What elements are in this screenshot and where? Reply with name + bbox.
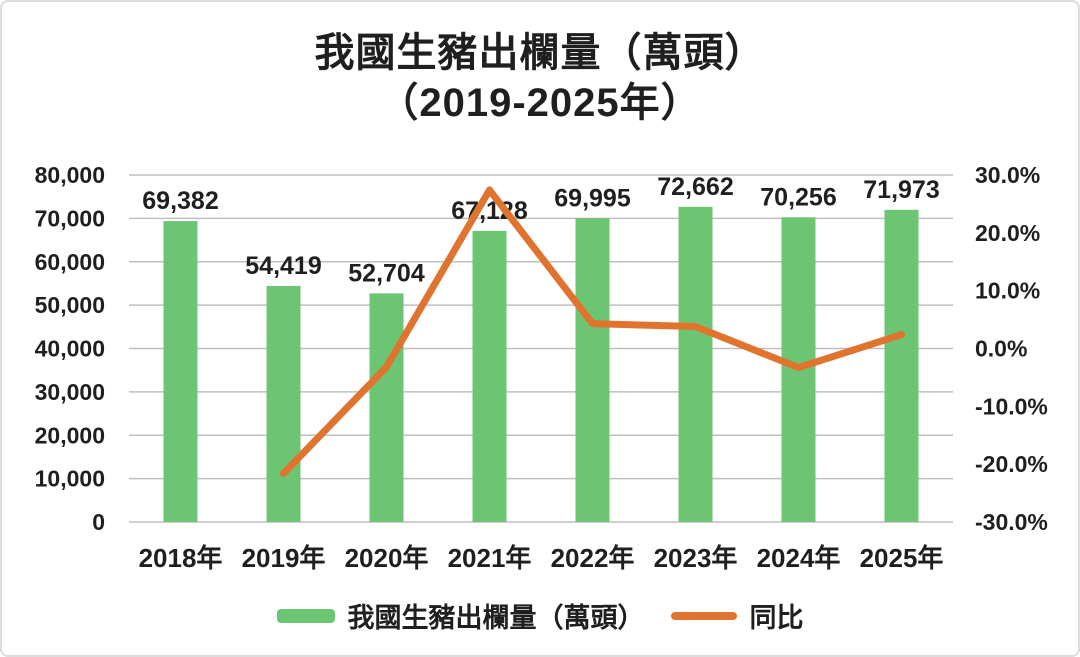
bar-data-label: 69,382 — [142, 187, 218, 215]
x-axis-category-label: 2025年 — [860, 543, 944, 573]
bar-series-swatch — [276, 608, 335, 623]
chart-title: 我國生豬出欄量（萬頭） （2019-2025年） — [2, 28, 1078, 128]
bar-2025年 — [884, 209, 919, 522]
chart-title-line1: 我國生豬出欄量（萬頭） — [314, 31, 766, 75]
bar-2021年 — [472, 230, 507, 522]
x-axis-category-label: 2023年 — [654, 543, 738, 573]
yoy-line-series — [280, 186, 905, 477]
x-axis-category-label: 2020年 — [345, 543, 429, 573]
x-axis-category-label: 2024年 — [757, 543, 841, 573]
right-axis-tick-label: -10.0% — [975, 393, 1048, 419]
bar-2018年 — [163, 221, 198, 522]
left-axis-tick-label: 10,000 — [35, 466, 105, 492]
bar-data-label: 54,419 — [245, 252, 321, 280]
line-series-legend-label: 同比 — [749, 603, 804, 633]
chart-title-line2: （2019-2025年） — [378, 81, 702, 125]
left-axis-tick-label: 30,000 — [35, 379, 105, 405]
right-axis-tick-label: 20.0% — [975, 220, 1040, 246]
left-axis-tick-label: 60,000 — [35, 249, 105, 275]
right-axis-tick-label: 30.0% — [975, 162, 1040, 188]
bar-2019年 — [266, 285, 301, 522]
left-axis-tick-label: 0 — [92, 509, 105, 535]
x-axis-category-label: 2019年 — [242, 543, 326, 573]
x-axis-category-label: 2018年 — [139, 543, 223, 573]
bar-2022年 — [575, 218, 610, 523]
legend-item-bar-series: 我國生豬出欄量（萬頭） — [276, 596, 645, 635]
legend-item-line-series: 同比 — [670, 596, 804, 635]
bar-data-label: 72,662 — [657, 173, 733, 201]
bar-data-label: 69,995 — [554, 184, 631, 212]
left-axis-tick-label: 70,000 — [35, 205, 105, 231]
bar-2023年 — [678, 206, 713, 523]
x-axis-category-label: 2021年 — [448, 543, 532, 573]
bar-data-label: 71,973 — [863, 176, 939, 204]
right-axis-tick-label: 10.0% — [975, 278, 1040, 304]
bar-data-label: 70,256 — [760, 183, 836, 211]
right-axis-tick-label: -30.0% — [975, 509, 1048, 535]
left-axis-tick-label: 50,000 — [35, 292, 105, 318]
left-axis-tick-label: 40,000 — [35, 336, 105, 362]
chart-legend: 我國生豬出欄量（萬頭） 同比 — [2, 596, 1078, 635]
right-axis-tick-label: 0.0% — [975, 336, 1027, 362]
left-axis-tick-label: 20,000 — [35, 422, 105, 448]
line-series-swatch — [670, 611, 737, 620]
right-axis-tick-label: -20.0% — [975, 451, 1048, 477]
bar-2020年 — [369, 293, 404, 522]
x-axis-category-label: 2022年 — [551, 543, 635, 573]
bar-series-legend-label: 我國生豬出欄量（萬頭） — [347, 603, 645, 633]
left-axis-tick-label: 80,000 — [35, 162, 105, 188]
bar-data-label: 52,704 — [348, 259, 425, 287]
